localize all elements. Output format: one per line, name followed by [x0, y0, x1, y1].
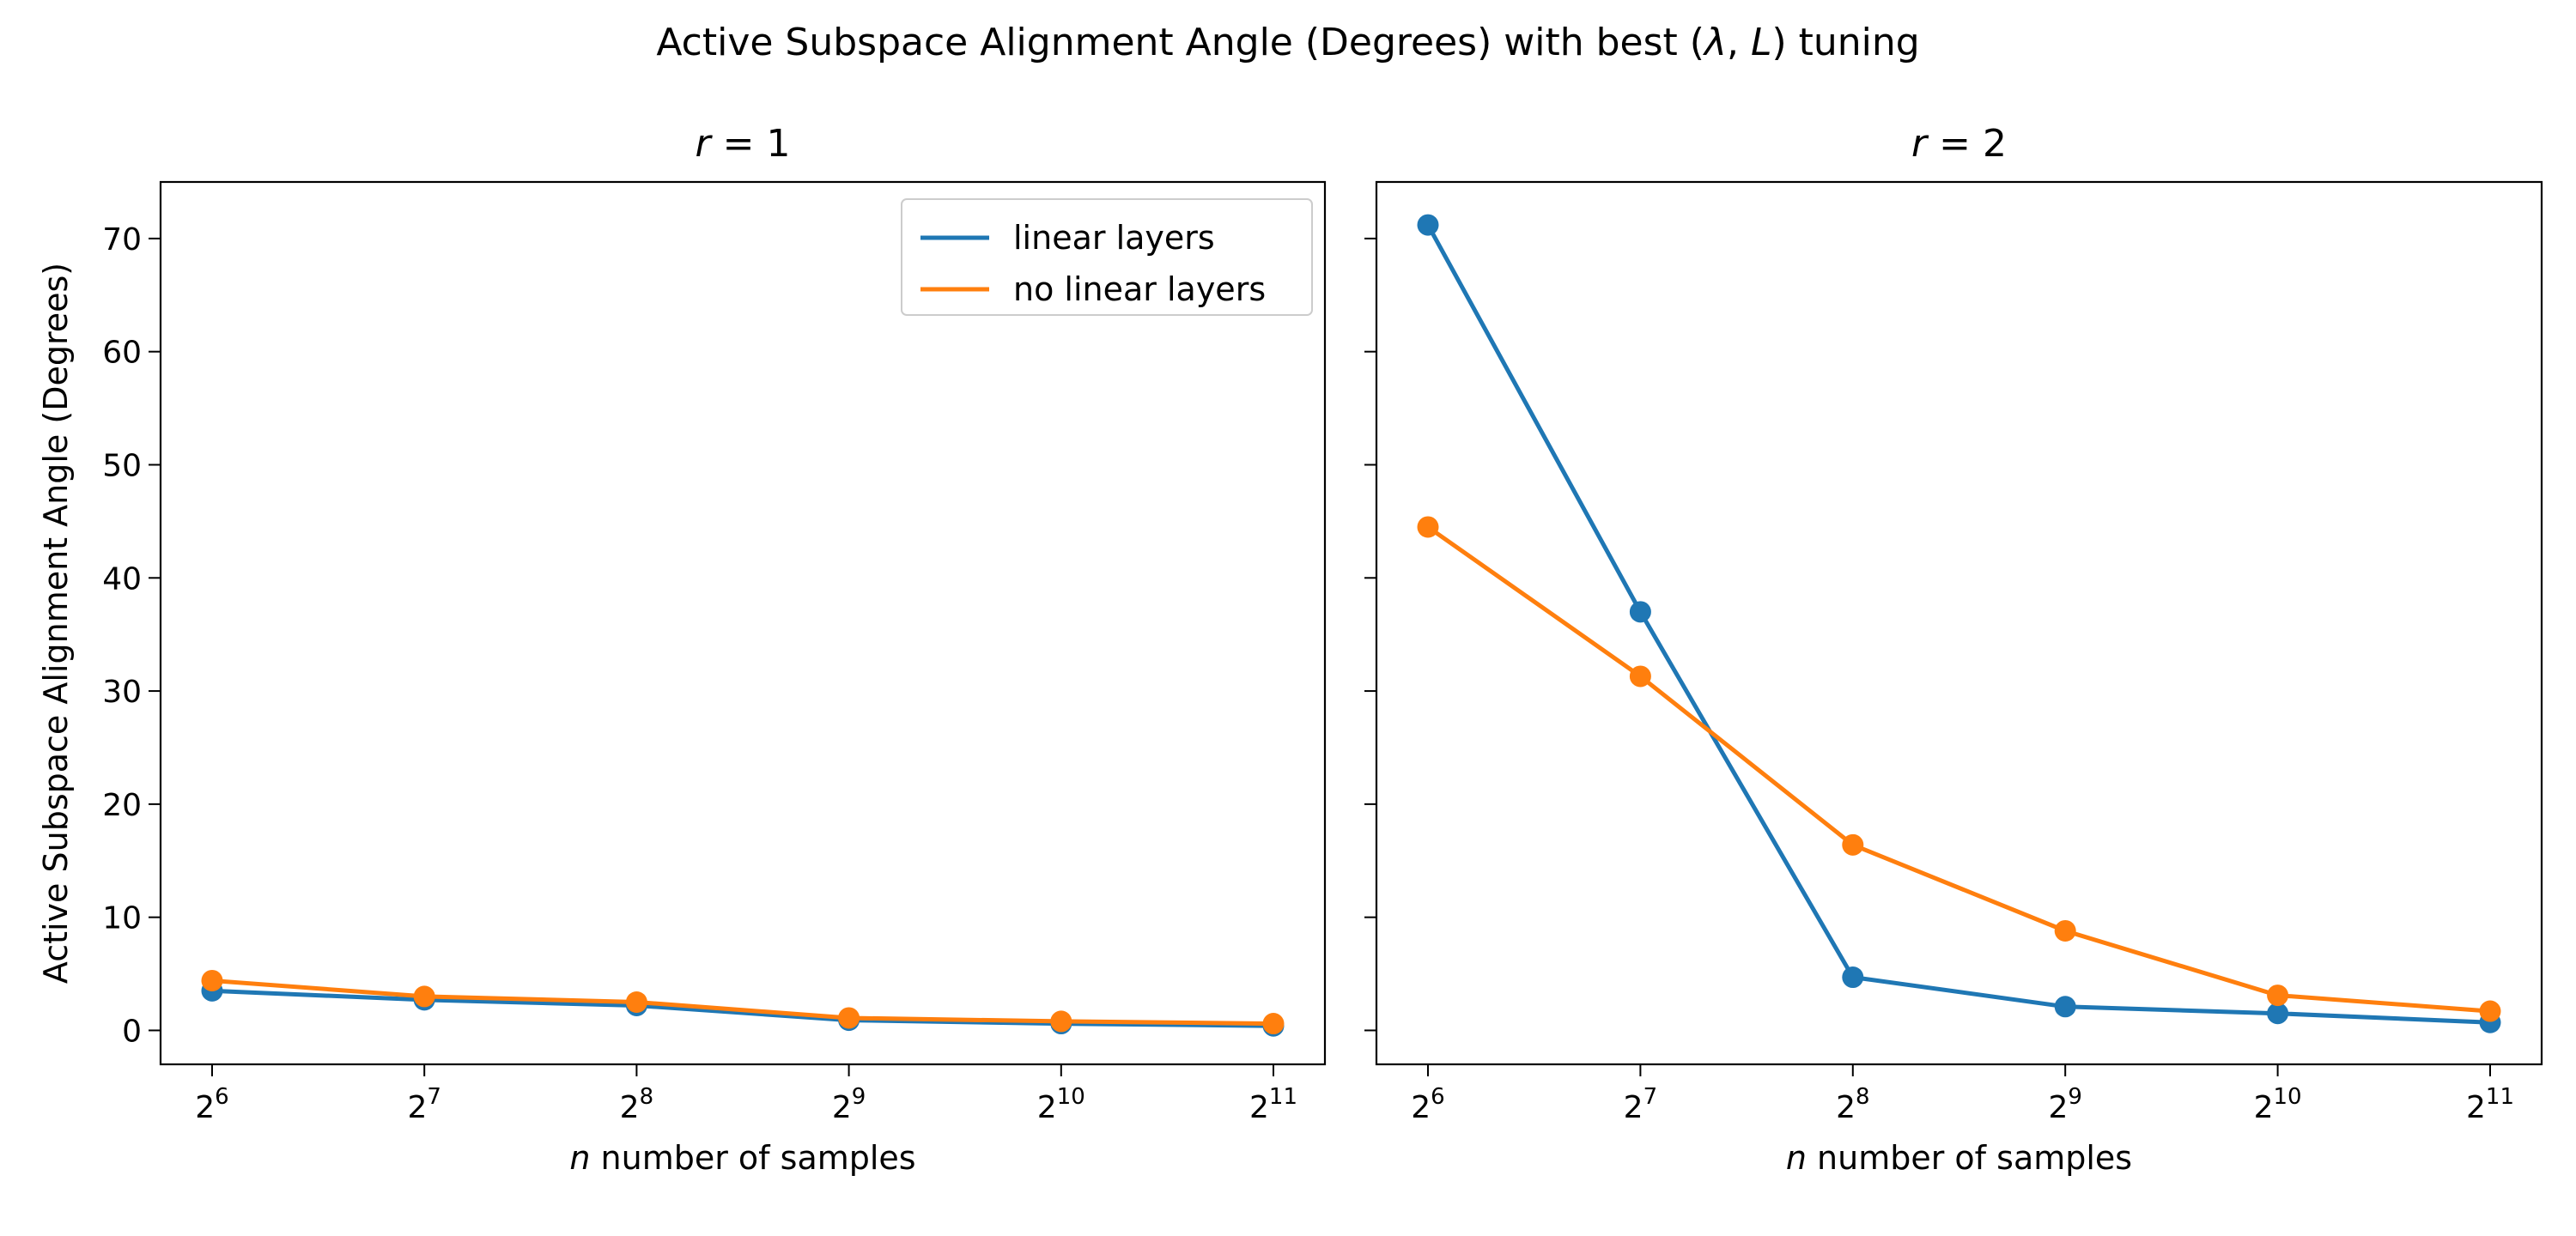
- subplot-1: 0 10 20 30 40 50 60 70 26 27 28 29 210 211 r = 1 n numb…: [37, 122, 1327, 1177]
- subplot-title: r = 2: [1911, 122, 2007, 166]
- y-tick-label: 70: [102, 222, 142, 258]
- x-tick-label: 28: [1836, 1084, 1869, 1125]
- data-point-linear-layers: [1417, 214, 1439, 236]
- data-point-no-linear-layers: [1262, 1013, 1285, 1035]
- x-tick-label: 210: [2254, 1084, 2302, 1125]
- x-tick-label: 29: [832, 1084, 866, 1125]
- y-tick-label: 30: [102, 675, 142, 710]
- x-tick-label: 28: [620, 1084, 653, 1125]
- series-line-linear-layers: [1425, 223, 2491, 1025]
- x-axis-label: n number of samples: [1786, 1139, 2132, 1177]
- x-tick-label: 211: [1249, 1084, 1297, 1125]
- data-point-no-linear-layers: [1842, 833, 1864, 856]
- data-point-linear-layers: [1629, 601, 1651, 623]
- data-point-no-linear-layers: [1629, 665, 1651, 688]
- y-tick-label: 0: [122, 1014, 142, 1049]
- figure-suptitle: Active Subspace Alignment Angle (Degrees…: [656, 21, 1919, 64]
- x-tick-label: 210: [1037, 1084, 1085, 1125]
- data-point-no-linear-layers: [2267, 985, 2289, 1007]
- x-axis-label: n number of samples: [569, 1139, 915, 1177]
- data-point-no-linear-layers: [838, 1007, 860, 1029]
- data-point-no-linear-layers: [1050, 1010, 1072, 1033]
- axes-frame: [1375, 180, 2543, 1066]
- data-point-no-linear-layers: [625, 991, 647, 1014]
- legend: linear layers no linear layers: [901, 198, 1313, 316]
- data-point-linear-layers: [2267, 1003, 2289, 1025]
- data-point-no-linear-layers: [201, 969, 223, 991]
- legend-label: no linear layers: [1013, 270, 1266, 308]
- y-tick-label: 50: [102, 448, 142, 483]
- x-tick-label: 27: [1624, 1084, 1657, 1125]
- series-line-linear-layers: [211, 988, 1274, 1028]
- legend-label: linear layers: [1013, 219, 1215, 257]
- x-tick-label: 27: [407, 1084, 440, 1125]
- x-tick-label: 26: [195, 1084, 228, 1125]
- x-tick-label: 26: [1411, 1084, 1444, 1125]
- data-point-linear-layers: [2054, 996, 2076, 1018]
- series-line-no-linear-layers: [211, 978, 1274, 1027]
- series-line-no-linear-layers: [1426, 524, 2491, 1014]
- axes-frame: [159, 180, 1327, 1066]
- data-point-no-linear-layers: [413, 985, 435, 1008]
- y-tick-label: 10: [102, 901, 142, 936]
- y-axis-label: Active Subspace Alignment Angle (Degrees…: [37, 263, 75, 984]
- y-tick-label: 20: [102, 788, 142, 823]
- subplot-title: r = 1: [696, 122, 791, 166]
- y-tick-label: 40: [102, 561, 142, 597]
- data-point-no-linear-layers: [2479, 1000, 2501, 1022]
- data-point-no-linear-layers: [2054, 919, 2076, 942]
- subplot-2: 26 27 28 29 210 211 r = 2 n number of samples: [1364, 122, 2543, 1177]
- y-tick-label: 60: [102, 336, 142, 371]
- data-point-no-linear-layers: [1417, 516, 1439, 538]
- legend-box: [901, 198, 1313, 316]
- x-tick-label: 211: [2466, 1084, 2514, 1125]
- x-tick-label: 29: [2048, 1084, 2081, 1125]
- data-point-linear-layers: [1842, 966, 1864, 989]
